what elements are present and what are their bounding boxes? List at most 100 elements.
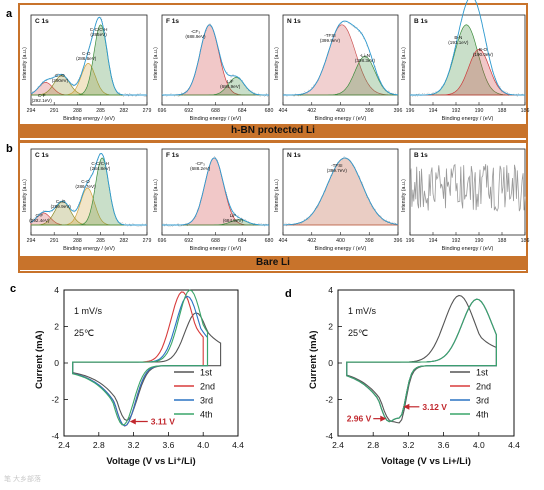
raw-spectrum-line: [282, 19, 399, 98]
x-tick-label: 696: [158, 108, 167, 114]
xps-panel-a-C1s: [30, 14, 148, 106]
panel-title: N 1s: [287, 152, 301, 159]
x-tick-label: 4.4: [232, 440, 244, 450]
peak-label-C-F: C-F (292.4eV): [29, 213, 50, 223]
y-axis-label: Intensity (a.u.): [22, 47, 28, 80]
fit-envelope-line: [410, 0, 525, 96]
x-tick-label: 194: [429, 238, 438, 244]
x-tick-label: 402: [307, 238, 316, 244]
x-tick-label: 2.8: [367, 440, 379, 450]
peak-label--Li3N: -Li₃N (398.3eV): [355, 53, 376, 63]
band-b-label: Bare Li: [18, 256, 528, 270]
y-tick-label: -2: [325, 395, 333, 405]
marker-label-3.12V: 3.12 V: [422, 402, 447, 412]
x-tick-label: 3.6: [162, 440, 174, 450]
marker-label-3.11V: 3.11 V: [151, 416, 175, 426]
raw-spectrum-line: [161, 155, 270, 228]
x-tick-label: 282: [119, 108, 128, 114]
peak-label-B-N: B-N (191.1eV): [448, 35, 469, 45]
xps-panel-a-N1s: [282, 14, 399, 106]
cv-panel-d-CV: [337, 289, 515, 437]
x-axis-label: Binding energy / (eV): [442, 116, 494, 122]
x-tick-label: 2.8: [93, 440, 105, 450]
marker-arrow-head: [129, 418, 136, 425]
y-tick-label: -2: [51, 395, 59, 405]
panel-title: N 1s: [287, 18, 301, 25]
x-tick-label: 196: [406, 238, 415, 244]
fit-envelope-line: [30, 16, 147, 96]
x-tick-label: 294: [27, 108, 36, 114]
x-axis-label: Binding energy / (eV): [442, 246, 494, 252]
x-tick-label: 396: [394, 238, 403, 244]
x-tick-label: 194: [429, 108, 438, 114]
panel-title: C 1s: [35, 152, 49, 159]
x-tick-label: 402: [307, 108, 316, 114]
peak-label--CF3: -CF₃ (688.9eV): [185, 29, 206, 39]
y-axis-label: Current (mA): [308, 330, 319, 389]
panel-title: F 1s: [166, 18, 179, 25]
peak-label-C-F: C-F (292.1eV): [32, 93, 53, 103]
x-tick-label: 684: [238, 238, 247, 244]
plot-frame: [30, 148, 148, 236]
panel-title: C 1s: [35, 18, 49, 25]
xps-panel-b-B1s: [409, 148, 526, 236]
legend-label-4th: 4th: [200, 410, 213, 420]
y-tick-label: -4: [51, 431, 59, 441]
panel-title: B 1s: [414, 18, 428, 25]
y-tick-label: -4: [325, 431, 333, 441]
x-tick-label: 186: [521, 238, 530, 244]
peak-label--TFSI: -TFSI (399.9eV): [320, 33, 341, 43]
cv-line-4th: [346, 298, 497, 423]
x-tick-label: 192: [452, 108, 461, 114]
peak-label-C-C/C-H: C-C/C-H (285eV): [90, 27, 108, 37]
fit-envelope-line: [30, 153, 147, 226]
x-tick-label: 696: [158, 238, 167, 244]
y-tick-label: 0: [328, 358, 333, 368]
panel-letter-b: b: [6, 143, 13, 155]
x-axis-label: Voltage (V vs Li+/Li): [381, 456, 471, 467]
band-b-frame: [18, 140, 528, 273]
x-tick-label: 291: [50, 238, 59, 244]
x-tick-label: 400: [336, 238, 345, 244]
x-tick-label: 288: [73, 108, 82, 114]
x-tick-label: 188: [498, 238, 507, 244]
band-a-frame: [18, 3, 528, 143]
y-tick-label: 0: [54, 358, 59, 368]
plot-frame: [63, 289, 239, 437]
legend-label-3rd: 3rd: [476, 396, 489, 406]
y-axis-label: Intensity (a.u.): [274, 179, 280, 212]
x-axis-label: Binding energy / (eV): [315, 246, 367, 252]
x-tick-label: 688: [211, 108, 220, 114]
x-tick-label: 692: [184, 238, 193, 244]
x-tick-label: 186: [521, 108, 530, 114]
plot-frame: [282, 148, 399, 236]
xps-panel-b-N1s: [282, 148, 399, 236]
peak-label-C=O: C=O (289.9eV): [51, 199, 72, 209]
legend-label-4th: 4th: [476, 410, 489, 420]
y-axis-label: Intensity (a.u.): [153, 47, 159, 80]
x-tick-label: 196: [406, 108, 415, 114]
fit-peak--Li3N: [283, 56, 399, 96]
peak-label-C-C/C-H: C-C/C-H (284.8eV): [90, 161, 111, 171]
x-axis-label: Binding energy / (eV): [63, 246, 115, 252]
x-tick-label: 279: [143, 108, 152, 114]
fit-envelope-line: [162, 24, 269, 96]
temperature-annotation: 25℃: [74, 328, 94, 338]
x-tick-label: 279: [143, 238, 152, 244]
x-tick-label: 680: [265, 238, 274, 244]
peak-label-C=O: C=O (290eV): [52, 73, 69, 83]
cv-line-4th: [72, 289, 209, 426]
x-tick-label: 404: [279, 238, 288, 244]
raw-spectrum-line: [409, 163, 526, 212]
plot-frame: [282, 14, 399, 106]
watermark: 笔 大乡部落: [4, 476, 41, 483]
plot-frame: [161, 148, 270, 236]
x-tick-label: 190: [475, 238, 484, 244]
raw-spectrum-line: [409, 0, 526, 98]
raw-spectrum-line: [30, 152, 148, 228]
x-tick-label: 192: [452, 238, 461, 244]
x-tick-label: 400: [336, 108, 345, 114]
panel-title: F 1s: [166, 152, 179, 159]
marker-arrow-head: [380, 415, 387, 422]
